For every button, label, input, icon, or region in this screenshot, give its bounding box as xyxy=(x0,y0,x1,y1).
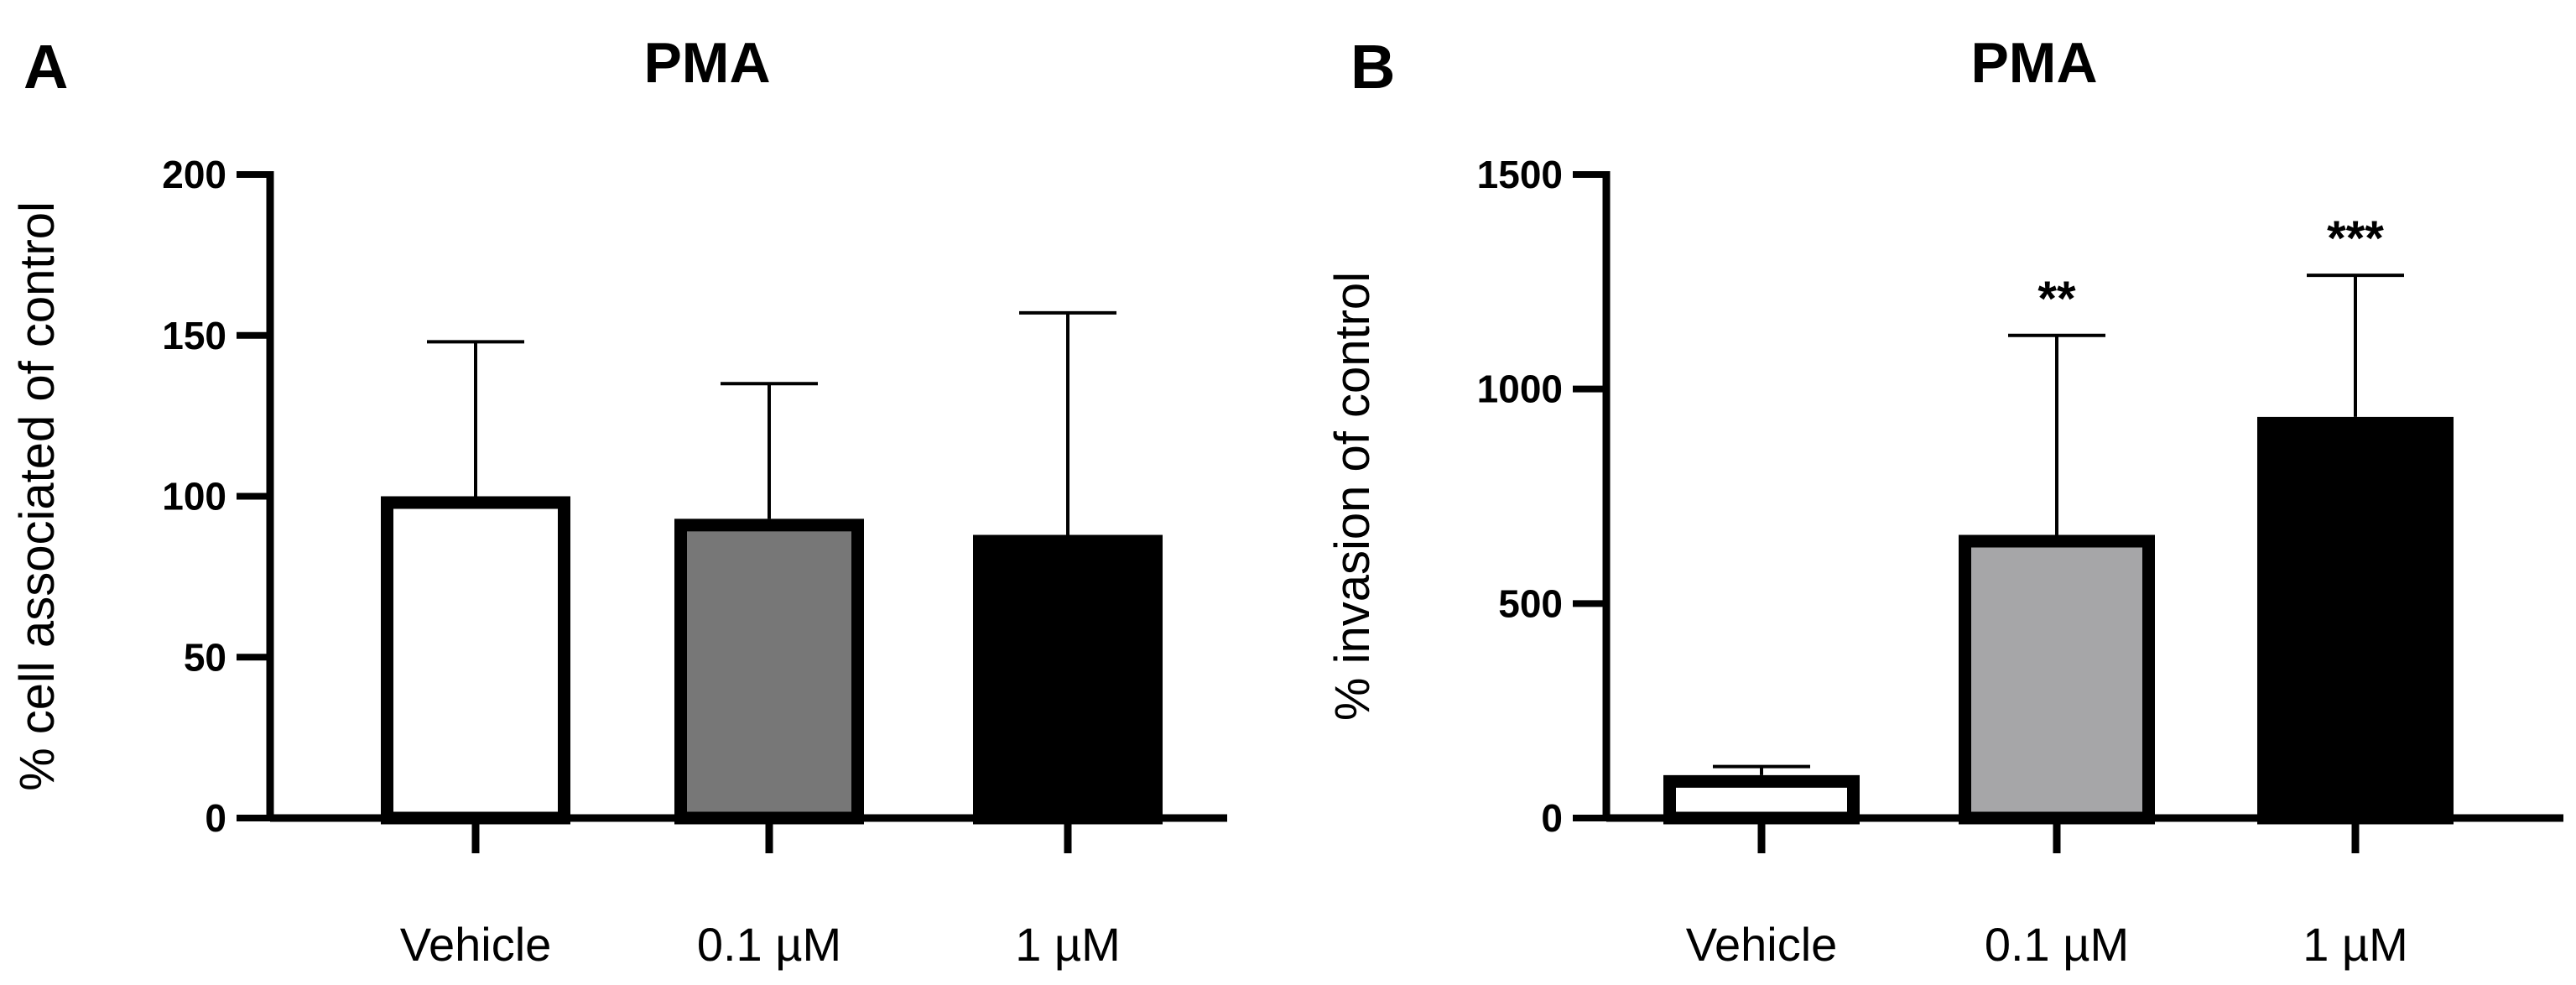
bar xyxy=(674,519,864,825)
y-tick-label: 0 xyxy=(205,796,226,840)
bar xyxy=(1959,534,2155,825)
significance-label: *** xyxy=(2327,211,2384,266)
y-tick-label: 1500 xyxy=(1477,153,1563,196)
y-tick-label: 1000 xyxy=(1477,367,1563,411)
x-tick-label: 0.1 µM xyxy=(697,918,841,971)
y-tick-label: 100 xyxy=(162,475,226,519)
bar xyxy=(381,496,570,825)
chart-title: PMA xyxy=(643,31,770,95)
panel-letter: B xyxy=(1350,32,1395,102)
y-tick-label: 0 xyxy=(1541,796,1563,840)
x-tick-label: 1 µM xyxy=(2303,918,2408,971)
y-tick-label: 500 xyxy=(1498,581,1563,625)
y-tick-label: 150 xyxy=(162,314,226,357)
y-tick-label: 200 xyxy=(162,153,226,196)
bar xyxy=(1663,774,1860,825)
bar xyxy=(2257,416,2454,825)
x-tick-label: Vehicle xyxy=(1686,918,1838,971)
y-axis-label: % invasion of control xyxy=(1325,272,1380,721)
chart-panel-b: B PMA % invasion of control Vehicle ** 0.1 µM… xyxy=(1325,31,2563,971)
bar xyxy=(973,534,1163,825)
chart-title: PMA xyxy=(1970,31,2097,95)
x-tick-label: 0.1 µM xyxy=(1985,918,2129,971)
y-tick-label: 50 xyxy=(184,635,226,679)
x-tick-label: 1 µM xyxy=(1015,918,1121,971)
significance-label: ** xyxy=(2037,272,2076,326)
x-tick-label: Vehicle xyxy=(400,918,552,971)
panel-letter: A xyxy=(23,32,68,102)
y-axis-label: % cell associated of control xyxy=(10,201,65,791)
chart-panel-a: A PMA % cell associated of control Vehicle 0… xyxy=(10,31,1227,971)
